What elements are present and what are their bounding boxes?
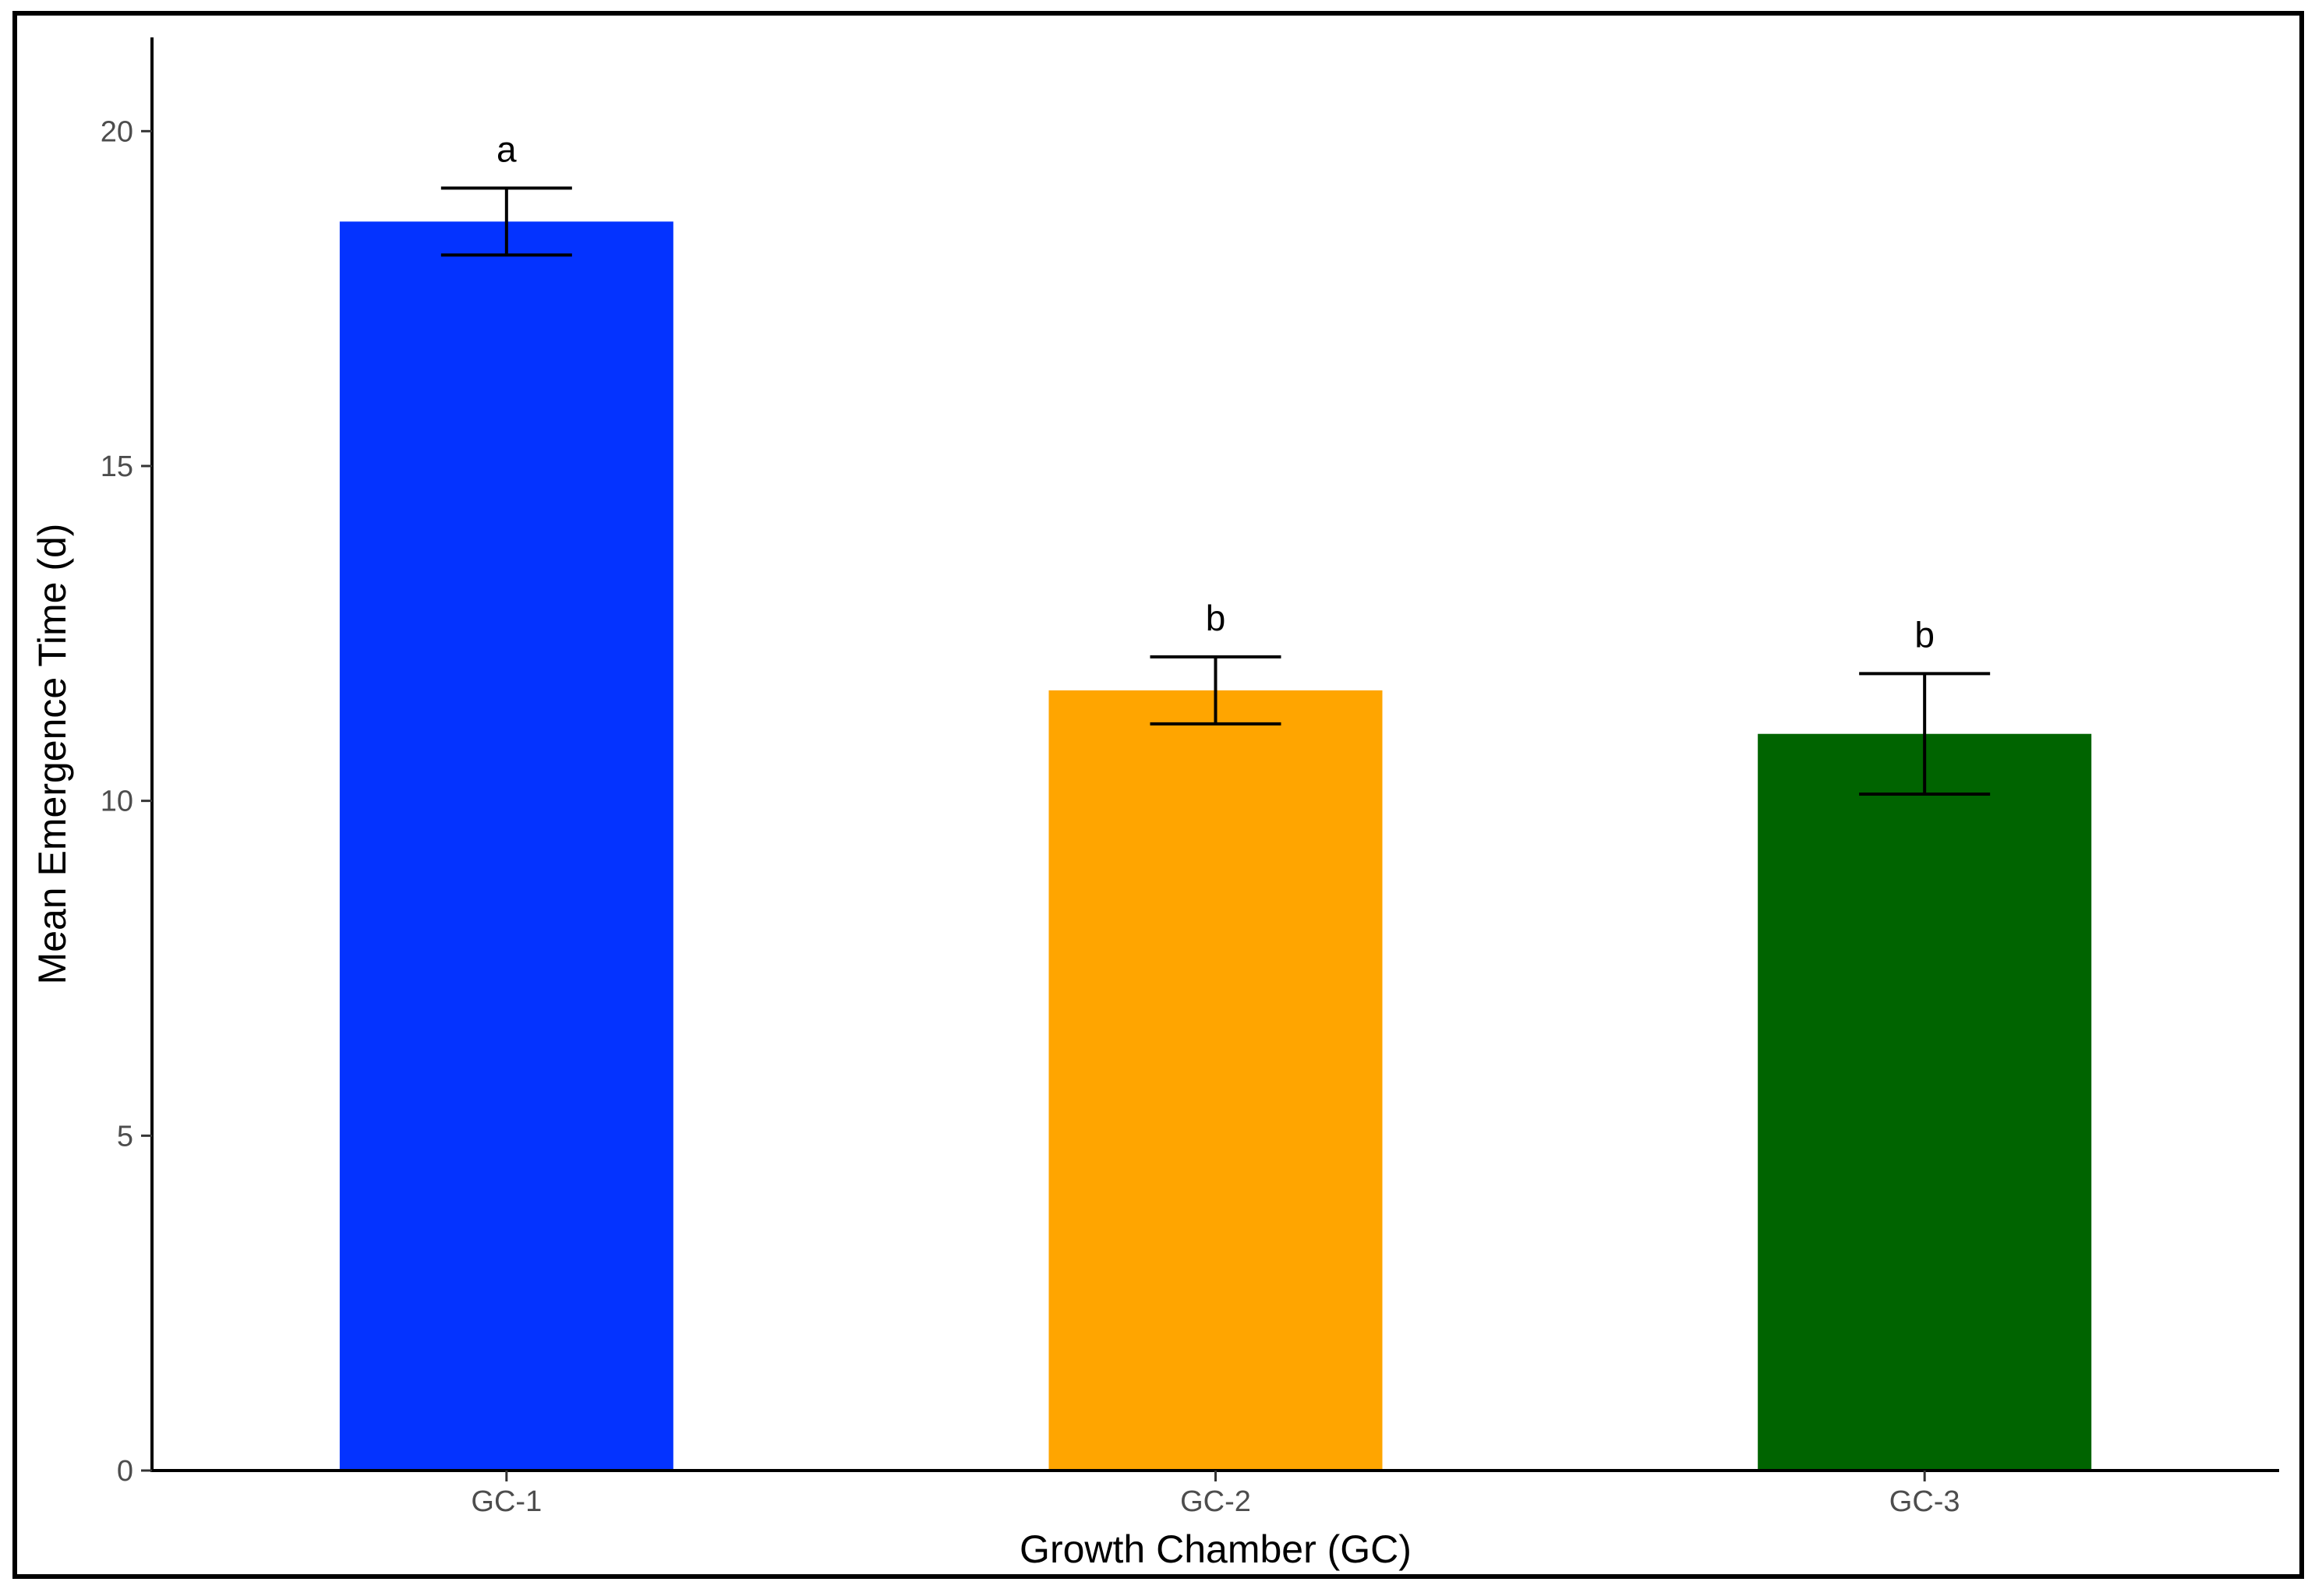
x-tick-label: GC-2 — [1180, 1485, 1251, 1518]
x-tick-label: GC-3 — [1889, 1485, 1960, 1518]
significance-letter: b — [1206, 598, 1226, 638]
x-tick-label: GC-1 — [471, 1485, 542, 1518]
x-axis-title: Growth Chamber (GC) — [1020, 1527, 1412, 1571]
x-ticks-layer: GC-1 GC-2 GC-3 — [471, 1471, 1960, 1518]
bars-layer — [339, 221, 2092, 1471]
error-bars-layer — [440, 186, 1991, 796]
y-axis-title: Mean Emergence Time (d) — [30, 524, 74, 985]
y-tick-label: 20 — [101, 115, 133, 148]
bar-gc-3 — [1758, 733, 2092, 1471]
significance-letter: b — [1914, 614, 1935, 655]
bar-gc-1 — [339, 221, 673, 1471]
y-tick-label: 5 — [117, 1120, 133, 1153]
y-ticks-layer: 0 5 10 15 20 — [101, 115, 152, 1488]
bar-chart: a b b 0 5 10 15 20 GC-1 GC-2 GC-3 Growth Chamber… — [30, 37, 2279, 1571]
y-tick-label: 15 — [101, 450, 133, 483]
significance-letter: a — [497, 129, 517, 169]
y-tick-label: 0 — [117, 1455, 133, 1488]
significance-letters-layer: a b b — [497, 129, 1935, 655]
figure-frame: a b b 0 5 10 15 20 GC-1 GC-2 GC-3 Growth Chamber… — [12, 11, 2304, 1579]
bar-gc-2 — [1048, 690, 1383, 1471]
y-tick-label: 10 — [101, 786, 133, 818]
